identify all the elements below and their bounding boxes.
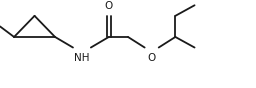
- Text: O: O: [105, 1, 113, 11]
- Text: O: O: [147, 53, 156, 63]
- Text: NH: NH: [74, 53, 90, 63]
